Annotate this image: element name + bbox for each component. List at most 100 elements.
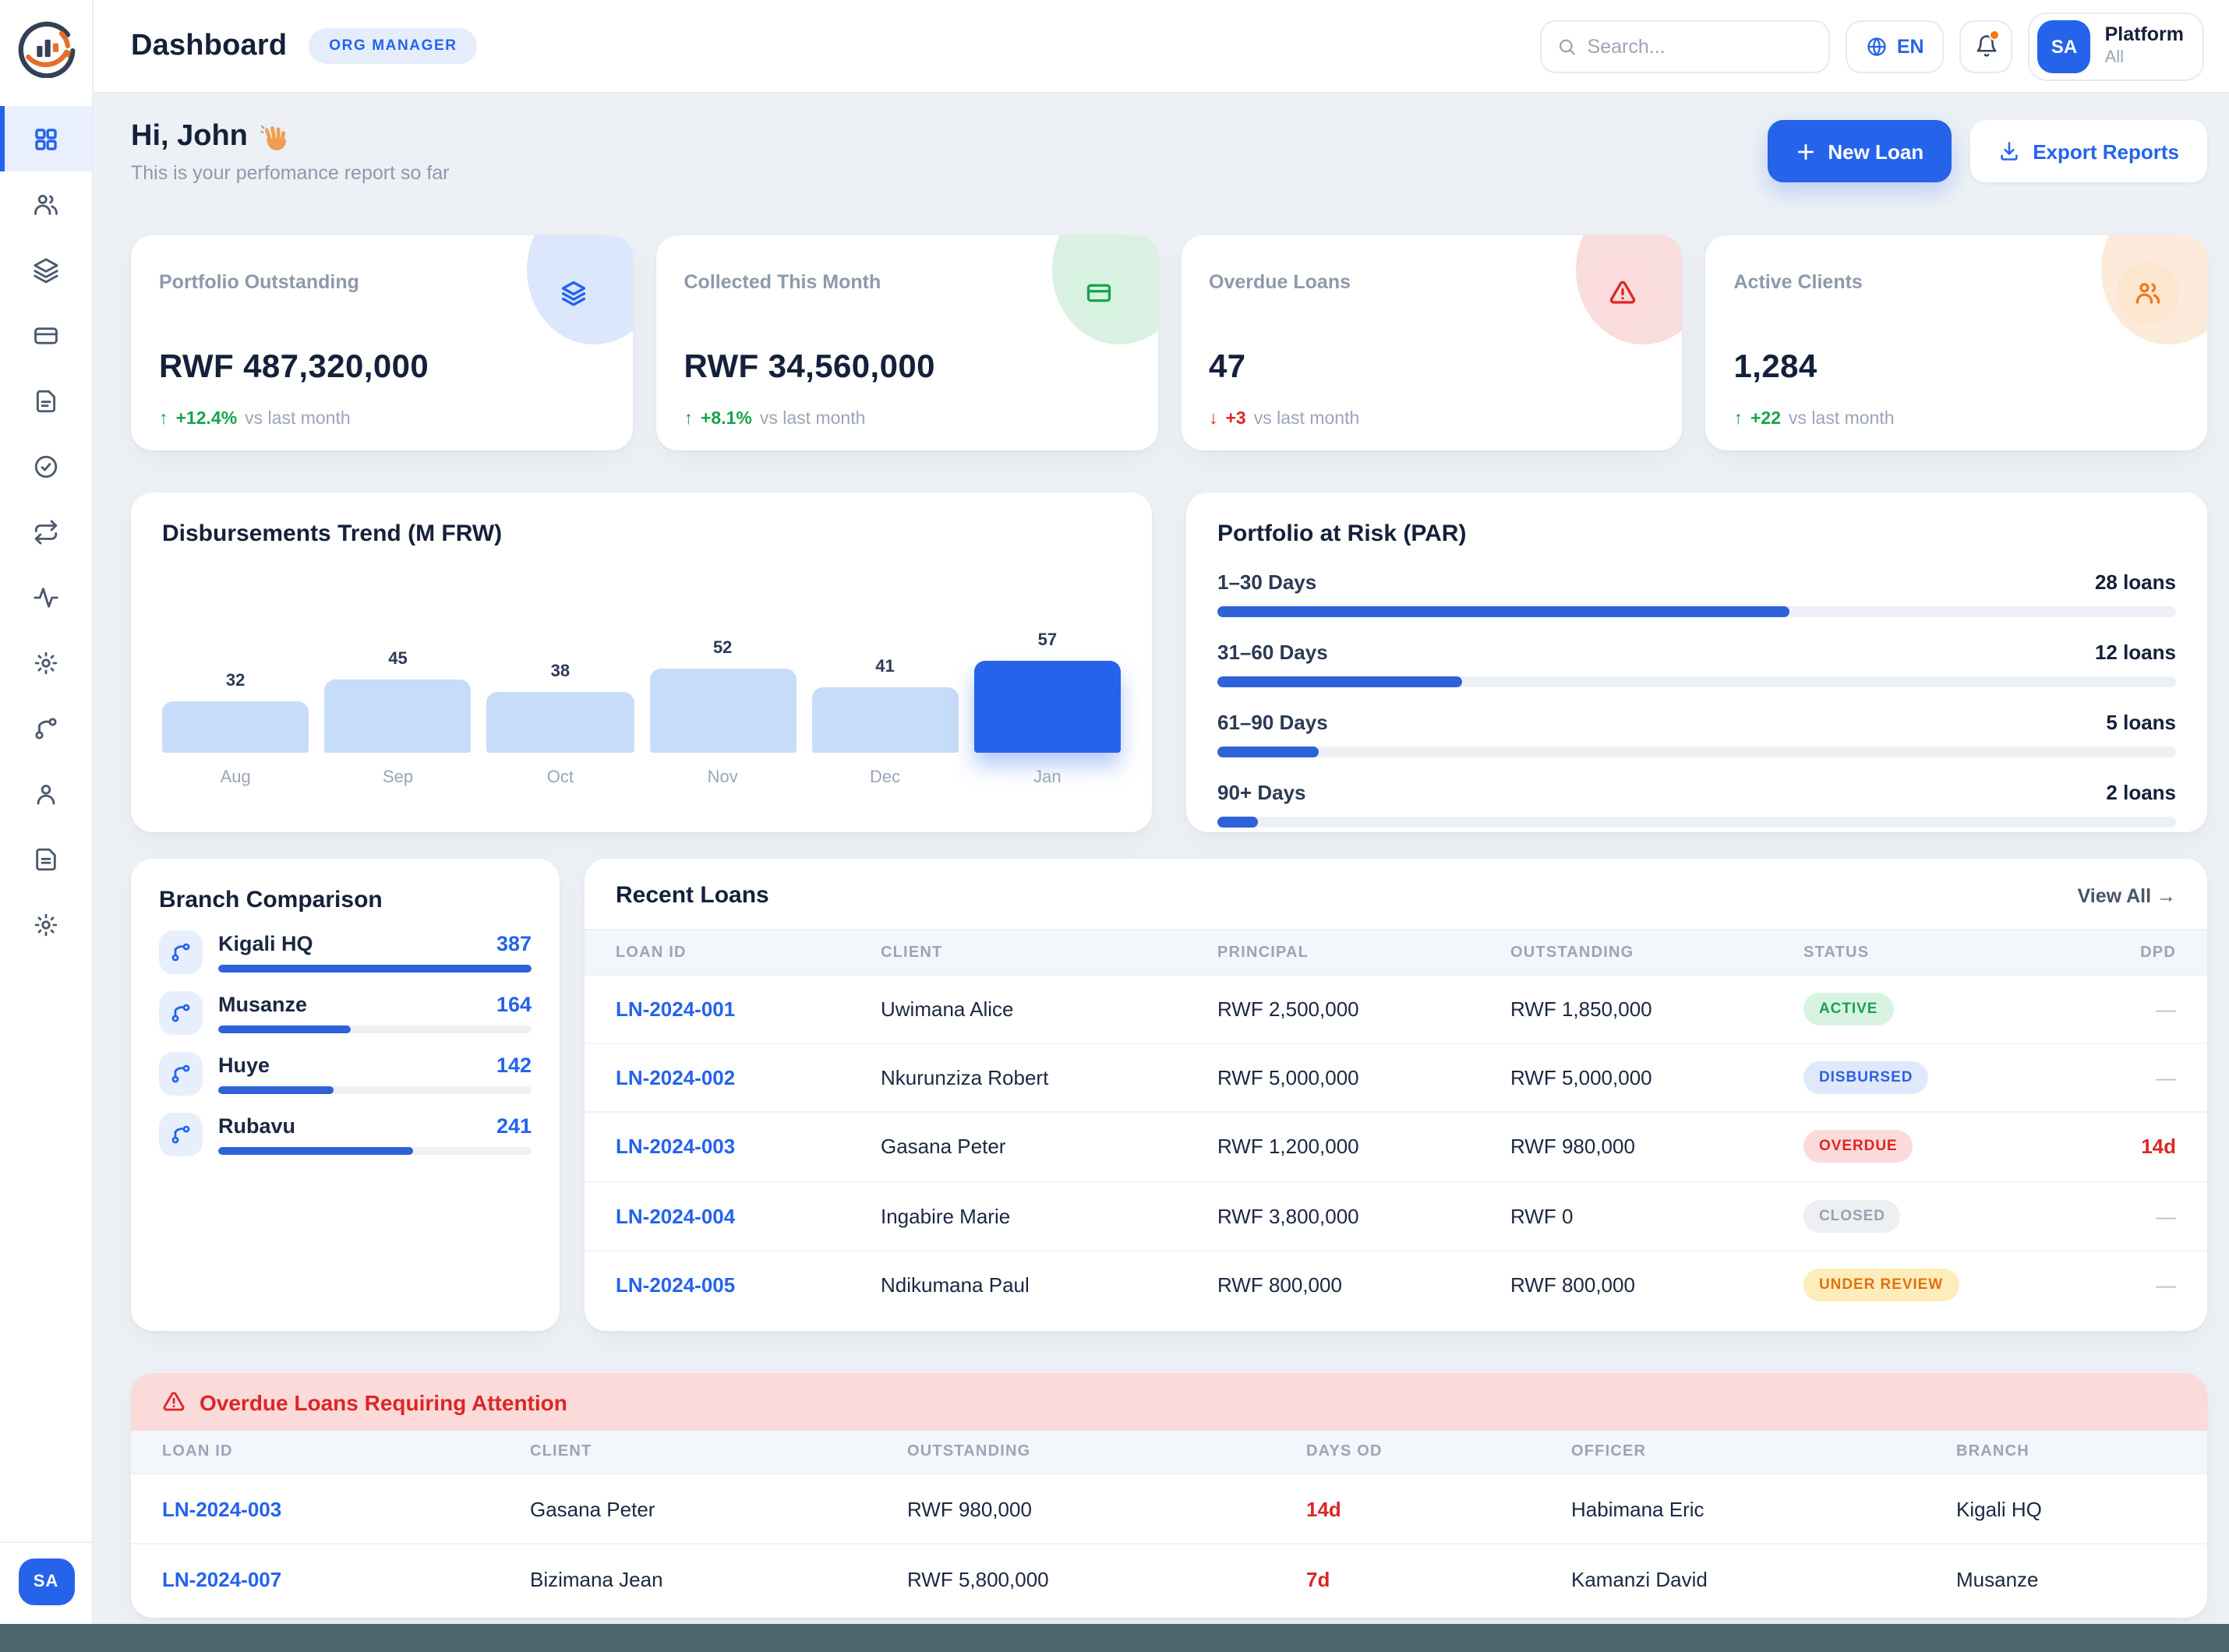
sidebar-item-loans[interactable]	[0, 368, 92, 433]
new-loan-button[interactable]: New Loan	[1767, 120, 1952, 182]
bar-column: 57 Jan	[973, 556, 1122, 790]
stat-delta: ↑ +8.1% vs last month	[684, 410, 866, 429]
sidebar-item-reports[interactable]	[0, 826, 92, 891]
col-client: CLIENT	[881, 944, 943, 961]
sidebar-item-clients[interactable]	[0, 171, 92, 237]
branch-row[interactable]: Musanze 164	[159, 991, 532, 1035]
transactions-repeat-icon	[34, 519, 58, 544]
loan-id-link[interactable]: LN-2024-002	[616, 1066, 736, 1090]
view-all-link[interactable]: View All →	[2077, 884, 2176, 906]
bar-column: 41 Dec	[811, 556, 959, 790]
activity-pulse-icon	[34, 587, 58, 607]
par-row: 61–90 Days 5 loans	[1217, 711, 2176, 757]
branch-count: 164	[496, 993, 532, 1016]
language-button[interactable]: EN	[1845, 19, 1945, 72]
sidebar-item-users[interactable]	[0, 761, 92, 826]
loan-dpd: —	[2156, 1273, 2176, 1297]
branch-row[interactable]: Rubavu 241	[159, 1113, 532, 1156]
disbursements-chart-title: Disbursements Trend (M FRW)	[162, 521, 503, 547]
loan-id-link[interactable]: LN-2024-004	[616, 1204, 736, 1228]
branch-row[interactable]: Kigali HQ 387	[159, 930, 532, 974]
par-list: 1–30 Days 28 loans 31–60 Days 12 loans	[1217, 570, 2176, 828]
overdue-table-row[interactable]: LN-2024-007 Bizimana Jean RWF 5,800,000 …	[131, 1544, 2207, 1615]
loan-dpd: —	[2156, 997, 2176, 1022]
loan-outstanding: RWF 980,000	[907, 1497, 1032, 1520]
sidebar-avatar[interactable]: SA	[18, 1558, 74, 1605]
reports-file-icon	[36, 847, 56, 870]
sidebar-item-portfolio[interactable]	[0, 237, 92, 302]
search-input[interactable]	[1587, 35, 1813, 57]
search-box[interactable]	[1539, 19, 1830, 72]
stat-value: RWF 34,560,000	[684, 349, 935, 385]
loan-table-row[interactable]: LN-2024-004 Ingabire Marie RWF 3,800,000…	[585, 1182, 2207, 1251]
topbar-actions: EN SA Platform All	[1539, 12, 2204, 80]
sidebar-item-dashboard[interactable]	[0, 106, 92, 171]
loan-id-link[interactable]: LN-2024-003	[616, 1135, 736, 1159]
disbursements-chart-card: Disbursements Trend (M FRW) 32 Aug 45	[131, 492, 1152, 832]
bar[interactable]	[811, 687, 959, 753]
bar[interactable]	[486, 692, 634, 753]
loan-table-row[interactable]: LN-2024-005 Ndikumana Paul RWF 800,000 R…	[585, 1251, 2207, 1320]
bar-value-label: 41	[875, 658, 895, 676]
loan-id-link[interactable]: LN-2024-003	[162, 1497, 282, 1520]
overdue-table-row[interactable]: LN-2024-003 Gasana Peter RWF 980,000 14d…	[131, 1474, 2207, 1544]
loan-id-link[interactable]: LN-2024-001	[616, 997, 736, 1022]
bar[interactable]	[324, 680, 472, 753]
bar[interactable]	[649, 669, 797, 753]
loan-table-row[interactable]: LN-2024-001 Uwimana Alice RWF 2,500,000 …	[585, 976, 2207, 1045]
wave-emoji-icon	[260, 124, 286, 150]
loan-id-link[interactable]: LN-2024-007	[162, 1568, 282, 1591]
search-icon	[1559, 38, 1575, 55]
sidebar-item-transactions[interactable]	[0, 499, 92, 564]
branch-row[interactable]: Huye 142	[159, 1052, 532, 1096]
user-menu[interactable]: SA Platform All	[2028, 12, 2204, 80]
bar-month-label: Oct	[546, 768, 574, 787]
sidebar-item-preferences[interactable]	[0, 891, 92, 957]
stat-card-overdue-loans: Overdue Loans 47 ↓ +3 vs last month	[1181, 235, 1683, 450]
loan-officer: Kamanzi David	[1571, 1568, 1708, 1591]
branch-progress-track	[218, 965, 532, 972]
col-branch: BRANCH	[1956, 1443, 2029, 1460]
logo-icon	[17, 21, 75, 78]
notifications-button[interactable]	[1959, 19, 2013, 72]
col-loan-id: LOAN ID	[616, 944, 687, 961]
stat-delta: ↑ +22 vs last month	[1733, 410, 1895, 429]
sidebar-nav	[0, 106, 92, 957]
overdue-banner: Overdue Loans Requiring Attention	[131, 1373, 2207, 1431]
sidebar-item-branches[interactable]	[0, 695, 92, 761]
plus-icon	[1797, 143, 1814, 160]
bar[interactable]	[973, 661, 1122, 753]
bar-column: 38 Oct	[486, 556, 634, 790]
branch-chip	[159, 1052, 203, 1096]
credit-card-icon	[1086, 284, 1111, 302]
stat-value: RWF 487,320,000	[159, 349, 429, 385]
branch-name: Musanze	[218, 993, 308, 1016]
sidebar-item-settings[interactable]	[0, 630, 92, 695]
loan-days-overdue: 14d	[1306, 1497, 1341, 1520]
par-bucket-label: 61–90 Days	[1217, 711, 1328, 734]
branches-git-icon	[35, 717, 57, 739]
sidebar-item-approvals[interactable]	[0, 433, 92, 499]
export-reports-button[interactable]: Export Reports	[1970, 120, 2207, 182]
recent-loans-card: Recent Loans View All → LOAN ID CLIENT P…	[585, 859, 2207, 1331]
sidebar-item-payments[interactable]	[0, 302, 92, 368]
col-officer: OFFICER	[1571, 1443, 1647, 1460]
branch-chip	[159, 1113, 203, 1156]
loan-id-link[interactable]: LN-2024-005	[616, 1273, 736, 1297]
stat-card-active-clients: Active Clients 1,284 ↑ +22 vs last month	[1705, 235, 2207, 450]
stat-value: 47	[1209, 349, 1246, 385]
par-row: 31–60 Days 12 loans	[1217, 641, 2176, 687]
par-row: 1–30 Days 28 loans	[1217, 570, 2176, 617]
loan-table-row[interactable]: LN-2024-003 Gasana Peter RWF 1,200,000 R…	[585, 1114, 2207, 1183]
bar[interactable]	[162, 701, 309, 753]
branch-count: 142	[496, 1054, 532, 1077]
bar-column: 32 Aug	[162, 556, 309, 790]
bar-value-label: 45	[388, 650, 408, 669]
loan-principal: RWF 800,000	[1217, 1273, 1342, 1297]
loan-outstanding: RWF 800,000	[1510, 1273, 1635, 1297]
sidebar-item-activity[interactable]	[0, 564, 92, 630]
bar-value-label: 32	[225, 672, 246, 690]
loan-table-row[interactable]: LN-2024-002 Nkurunziza Robert RWF 5,000,…	[585, 1044, 2207, 1114]
loan-outstanding: RWF 0	[1510, 1204, 1574, 1228]
